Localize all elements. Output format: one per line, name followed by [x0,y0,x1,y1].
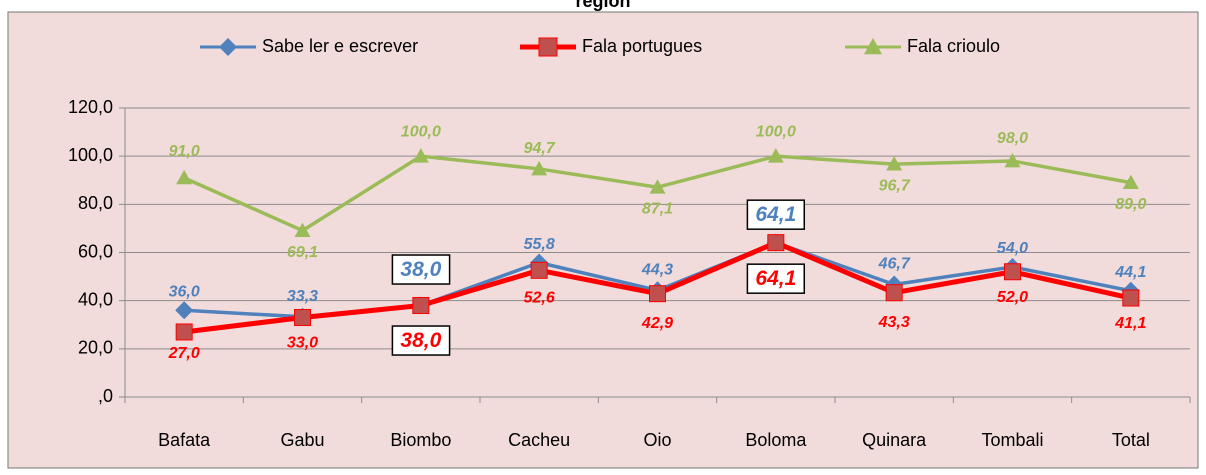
x-tick-label: Bafata [158,430,211,450]
value-label: 64,1 [755,267,796,290]
point [649,179,666,194]
point [1004,263,1021,281]
x-tick-label: Tombali [981,430,1043,450]
point [767,148,784,163]
point [649,285,666,303]
value-label: 38,0 [400,329,441,352]
label-box [391,254,451,285]
value-label: 52,6 [524,290,555,307]
point [885,284,903,302]
point [176,169,193,185]
value-label: 96,7 [879,177,911,194]
chart-title: region [575,0,630,11]
label-box [746,199,806,230]
point [767,234,785,252]
point [1004,152,1021,168]
value-label: 27,0 [168,345,200,362]
value-label: 43,3 [878,314,910,331]
value-label: 44,1 [1114,264,1146,281]
x-tick-label: Quinara [862,430,927,450]
value-label: 33,3 [287,288,318,305]
value-label: 46,7 [878,256,911,273]
value-label: 38,0 [400,258,441,281]
legend-label: Fala portugues [582,36,702,56]
point [1122,289,1140,307]
point [294,309,311,327]
legend-marker [864,38,882,55]
point [412,148,429,163]
value-label: 33,0 [287,335,318,352]
x-tick-label: Cacheu [508,430,570,450]
x-tick-label: Gabu [280,430,324,450]
legend-label: Sabe ler e escrever [262,36,418,56]
point [886,156,903,171]
point [294,222,311,237]
y-tick-label: 60,0 [78,241,113,261]
legend-label: Fala crioulo [907,36,1000,56]
value-label: 100,0 [756,123,796,140]
point [1122,174,1139,190]
point [175,301,194,320]
value-label: 94,7 [524,140,556,157]
value-label: 54,0 [997,240,1028,257]
point [530,261,548,279]
legend-marker [538,37,558,57]
value-label: 91,0 [169,143,200,160]
y-tick-label: 20,0 [78,338,113,358]
point [175,323,193,341]
x-tick-label: Biombo [390,430,451,450]
y-tick-label: 40,0 [78,289,113,309]
y-tick-label: 100,0 [68,145,113,165]
x-tick-label: Total [1112,430,1150,450]
x-tick-label: Oio [643,430,671,450]
value-label: 36,0 [169,284,200,301]
chart-area [7,11,1199,469]
legend-marker [219,38,237,56]
value-label: 44,3 [641,262,673,279]
value-label: 52,0 [997,289,1028,306]
value-label: 41,1 [1114,315,1146,332]
value-label: 64,1 [755,203,796,226]
value-label: 42,9 [641,315,673,332]
value-label: 87,1 [642,200,673,217]
value-label: 69,1 [287,244,318,261]
value-label: 98,0 [997,130,1028,147]
y-tick-label: 120,0 [68,97,113,117]
point [531,160,548,176]
label-box [391,325,451,356]
x-tick-label: Boloma [745,430,807,450]
y-tick-label: 80,0 [78,193,113,213]
value-label: 89,0 [1115,196,1146,213]
value-label: 100,0 [401,123,441,140]
point [412,296,430,314]
label-box [746,263,806,294]
value-label: 55,8 [524,236,555,253]
y-tick-label: ,0 [98,386,113,406]
